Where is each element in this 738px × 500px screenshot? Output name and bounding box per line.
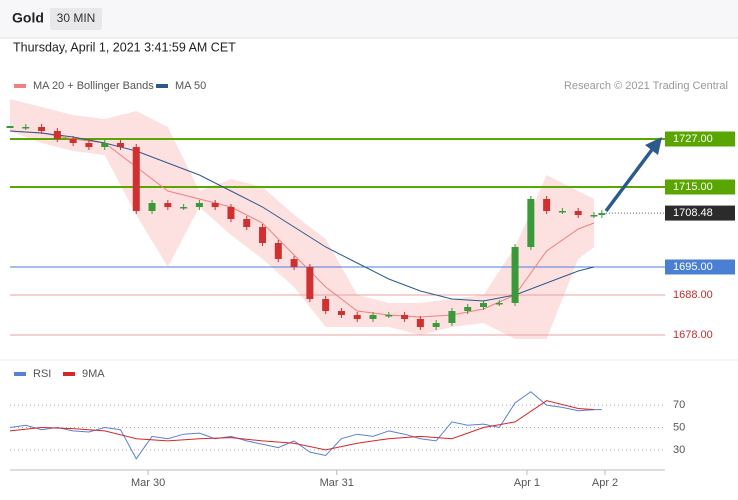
candle-body <box>69 139 77 143</box>
candle-body <box>22 127 30 129</box>
y-tick-label: 50 <box>673 421 685 433</box>
legend-label: RSI <box>33 368 51 380</box>
legend-label: MA 20 + Bollinger Bands <box>33 80 154 92</box>
candle-body <box>495 303 503 305</box>
candle-body <box>511 247 519 303</box>
header-bar <box>0 0 738 38</box>
candle-body <box>369 315 377 319</box>
candle-body <box>432 323 440 327</box>
level-label-box <box>665 131 735 147</box>
timestamp: Thursday, April 1, 2021 3:41:59 AM CET <box>13 40 236 54</box>
level-label: 1688.00 <box>673 289 713 301</box>
candle-body <box>243 219 251 227</box>
bollinger-band <box>10 99 594 339</box>
candle-body <box>322 299 330 311</box>
candle-body <box>598 213 606 215</box>
level-label: 1695.00 <box>673 261 713 273</box>
level-label-box <box>665 259 735 275</box>
candle-body <box>274 243 282 259</box>
candle-body <box>180 207 188 209</box>
candle-body <box>543 199 551 211</box>
candle-body <box>148 203 156 211</box>
candle-body <box>353 315 361 319</box>
level-label: 1727.00 <box>673 133 713 145</box>
legend-label: 9MA <box>82 368 105 380</box>
candle-body <box>574 211 582 215</box>
candle-body <box>211 203 219 207</box>
plot-layer: MA 20 + Bollinger Bands MA 50 1727.00 1715.… <box>6 80 735 489</box>
candle-body <box>164 203 172 207</box>
candle-body <box>38 127 46 131</box>
level-label-box <box>665 179 735 195</box>
candle-body <box>195 203 203 207</box>
candle-body <box>116 143 124 147</box>
indicator-line <box>9 391 602 460</box>
candle-body <box>101 143 109 147</box>
candle-body <box>259 227 267 243</box>
candle-body <box>385 315 393 317</box>
forecast-arrowhead <box>645 137 662 155</box>
candle-body <box>337 311 345 315</box>
candle-body <box>479 303 487 307</box>
legend-label: MA 50 <box>175 80 206 92</box>
level-label: 1678.00 <box>673 329 713 341</box>
legend-swatch <box>63 372 75 376</box>
candle-body <box>53 131 61 139</box>
candle-body <box>464 307 472 311</box>
candle-body <box>132 147 140 211</box>
legend-swatch <box>14 84 26 88</box>
moving-average <box>9 130 595 302</box>
timeframe: 30 MIN <box>57 11 96 25</box>
last-price-box <box>665 205 735 221</box>
candle-body <box>85 143 93 147</box>
source: Research © 2021 Trading Central <box>564 80 728 92</box>
y-tick-label: 30 <box>673 444 685 456</box>
legend-swatch <box>14 372 26 376</box>
legend-swatch <box>156 84 168 88</box>
instrument-title: Gold <box>12 10 44 26</box>
indicator-line <box>9 400 595 451</box>
x-tick-label: Apr 2 <box>592 477 618 489</box>
candle-body <box>590 215 598 217</box>
candle-body <box>306 267 314 299</box>
last-price-label: 1708.48 <box>673 207 713 219</box>
x-tick-label: Mar 31 <box>320 477 354 489</box>
candle-body <box>527 199 535 247</box>
x-tick-label: Apr 1 <box>514 477 540 489</box>
y-tick-label: 70 <box>673 399 685 411</box>
candle-body <box>448 311 456 323</box>
candle-body <box>558 211 566 213</box>
candle-body <box>290 259 298 267</box>
timeframe-badge <box>50 8 102 30</box>
forecast-arrow <box>604 145 656 213</box>
candle-body <box>227 207 235 219</box>
candle-body <box>401 315 409 319</box>
candle-body <box>416 319 424 327</box>
level-label: 1715.00 <box>673 181 713 193</box>
x-tick-label: Mar 30 <box>131 477 165 489</box>
